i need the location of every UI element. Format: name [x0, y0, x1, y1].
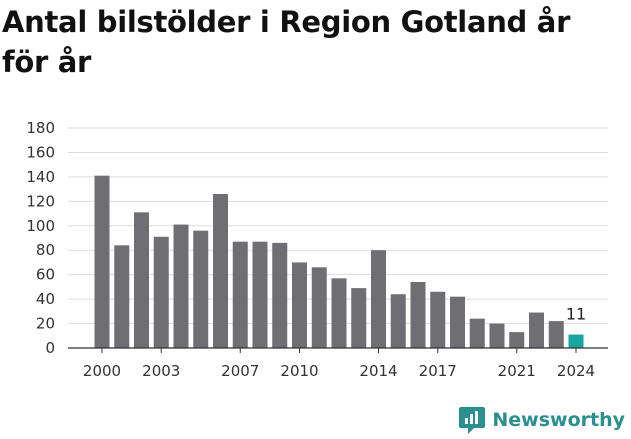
bar-2005	[193, 230, 209, 348]
gridlines	[68, 127, 608, 325]
y-tick-label: 120	[26, 192, 55, 210]
bar-2019	[469, 318, 485, 348]
bar-2015	[390, 294, 406, 348]
x-tick-label: 2000	[83, 362, 121, 380]
x-tick-label: 2024	[557, 362, 595, 380]
y-tick-label: 140	[26, 168, 55, 186]
y-tick-label: 20	[36, 315, 55, 333]
data-labels: 11	[566, 305, 586, 324]
bar-2014	[371, 250, 386, 348]
bar-2013	[351, 288, 367, 348]
bar-2021	[509, 332, 525, 348]
data-label: 11	[566, 305, 586, 324]
bar-2006	[213, 194, 228, 348]
bar-2001	[114, 245, 130, 348]
y-tick-label: 0	[45, 339, 55, 357]
x-tick-label: 2021	[498, 362, 536, 380]
bars	[94, 175, 584, 348]
bar-2003	[153, 236, 169, 348]
newsworthy-logo-icon	[459, 407, 486, 434]
bar-2000	[94, 175, 110, 348]
bar-2017	[430, 291, 446, 348]
x-tick-label: 2007	[221, 362, 259, 380]
y-tick-label: 40	[36, 290, 55, 308]
brand-logo: Newsworthy	[458, 405, 625, 435]
bar-2010	[292, 262, 307, 348]
bar-2016	[410, 282, 426, 348]
x-tick-label: 2017	[419, 362, 457, 380]
y-axis-tick-labels: 0 20 40 60 80 100 120 140 160 180	[26, 119, 55, 357]
brand-name: Newsworthy	[492, 409, 625, 431]
x-tick-label: 2010	[280, 362, 318, 380]
bar-2007	[232, 241, 248, 348]
x-axis-ticks: 2000 2003 2007 2010 2014 2017 2021 2024	[83, 348, 595, 380]
bar-2022	[529, 312, 544, 348]
bar-2002	[134, 212, 149, 348]
y-tick-label: 60	[36, 266, 55, 284]
bar-2011	[311, 267, 327, 348]
y-tick-label: 180	[26, 119, 55, 137]
bar-2008	[252, 241, 268, 348]
y-tick-label: 100	[26, 217, 55, 235]
x-tick-label: 2014	[359, 362, 397, 380]
chart-title: Antal bilstölder i Region Gotland år för…	[2, 5, 571, 79]
x-tick-label: 2003	[142, 362, 180, 380]
bar-2024	[568, 334, 584, 348]
y-tick-label: 80	[36, 241, 55, 259]
bar-2009	[272, 242, 288, 348]
bar-2018	[450, 296, 465, 348]
y-tick-label: 160	[26, 143, 55, 161]
bar-2004	[173, 224, 189, 348]
bar-2023	[548, 321, 564, 348]
bar-2020	[489, 323, 505, 348]
bar-2012	[331, 278, 347, 348]
